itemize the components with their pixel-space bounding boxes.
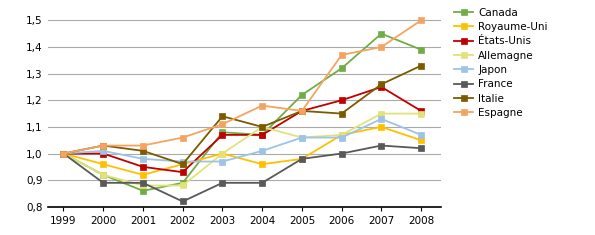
Canada — [418, 48, 425, 51]
Royaume-Uni — [338, 133, 345, 136]
États-Unis — [418, 110, 425, 112]
Espagne — [60, 152, 67, 155]
Italie — [338, 112, 345, 115]
Canada — [99, 173, 107, 176]
Italie — [418, 64, 425, 67]
Canada — [298, 94, 305, 96]
Italie — [219, 115, 226, 118]
Italie — [298, 110, 305, 112]
Royaume-Uni — [378, 125, 385, 128]
Italie — [259, 125, 266, 128]
États-Unis — [378, 86, 385, 88]
Japon — [179, 160, 186, 163]
États-Unis — [338, 99, 345, 102]
Italie — [99, 144, 107, 147]
Line: États-Unis: États-Unis — [61, 84, 424, 175]
France — [338, 152, 345, 155]
Espagne — [259, 104, 266, 107]
Allemagne — [179, 184, 186, 187]
Line: Italie: Italie — [61, 63, 424, 167]
Canada — [338, 67, 345, 70]
Allemagne — [219, 152, 226, 155]
Japon — [259, 149, 266, 152]
États-Unis — [259, 133, 266, 136]
Royaume-Uni — [259, 163, 266, 166]
Japon — [60, 152, 67, 155]
Allemagne — [60, 152, 67, 155]
Japon — [378, 118, 385, 120]
Line: Espagne: Espagne — [61, 18, 424, 156]
France — [139, 181, 146, 184]
États-Unis — [219, 133, 226, 136]
Allemagne — [338, 133, 345, 136]
Japon — [418, 133, 425, 136]
Japon — [219, 160, 226, 163]
États-Unis — [298, 110, 305, 112]
Espagne — [179, 136, 186, 139]
Royaume-Uni — [60, 152, 67, 155]
Royaume-Uni — [418, 139, 425, 142]
Japon — [139, 157, 146, 160]
Allemagne — [418, 112, 425, 115]
France — [60, 152, 67, 155]
Royaume-Uni — [179, 163, 186, 166]
France — [259, 181, 266, 184]
Canada — [378, 32, 385, 35]
Royaume-Uni — [298, 157, 305, 160]
Italie — [139, 149, 146, 152]
Italie — [378, 83, 385, 86]
Espagne — [99, 144, 107, 147]
Line: France: France — [61, 143, 424, 204]
États-Unis — [60, 152, 67, 155]
États-Unis — [179, 171, 186, 174]
Allemagne — [139, 184, 146, 187]
Italie — [179, 163, 186, 166]
Japon — [298, 136, 305, 139]
Japon — [338, 136, 345, 139]
États-Unis — [99, 152, 107, 155]
Canada — [219, 131, 226, 134]
Line: Royaume-Uni: Royaume-Uni — [61, 124, 424, 178]
Espagne — [378, 46, 385, 48]
France — [418, 147, 425, 150]
Royaume-Uni — [219, 152, 226, 155]
Allemagne — [99, 173, 107, 176]
Allemagne — [298, 136, 305, 139]
Japon — [99, 149, 107, 152]
France — [99, 181, 107, 184]
Espagne — [219, 123, 226, 126]
Canada — [179, 181, 186, 184]
France — [378, 144, 385, 147]
Canada — [60, 152, 67, 155]
France — [298, 157, 305, 160]
États-Unis — [139, 165, 146, 168]
Allemagne — [378, 112, 385, 115]
Espagne — [338, 54, 345, 56]
France — [179, 200, 186, 203]
Legend: Canada, Royaume-Uni, États-Unis, Allemagne, Japon, France, Italie, Espagne: Canada, Royaume-Uni, États-Unis, Allemag… — [455, 8, 548, 118]
Espagne — [139, 144, 146, 147]
Italie — [60, 152, 67, 155]
Line: Japon: Japon — [61, 116, 424, 164]
Line: Canada: Canada — [61, 31, 424, 194]
Canada — [139, 189, 146, 192]
Royaume-Uni — [139, 173, 146, 176]
Allemagne — [259, 125, 266, 128]
Line: Allemagne: Allemagne — [61, 111, 424, 188]
Espagne — [298, 110, 305, 112]
Canada — [259, 133, 266, 136]
France — [219, 181, 226, 184]
Espagne — [418, 19, 425, 22]
Royaume-Uni — [99, 163, 107, 166]
